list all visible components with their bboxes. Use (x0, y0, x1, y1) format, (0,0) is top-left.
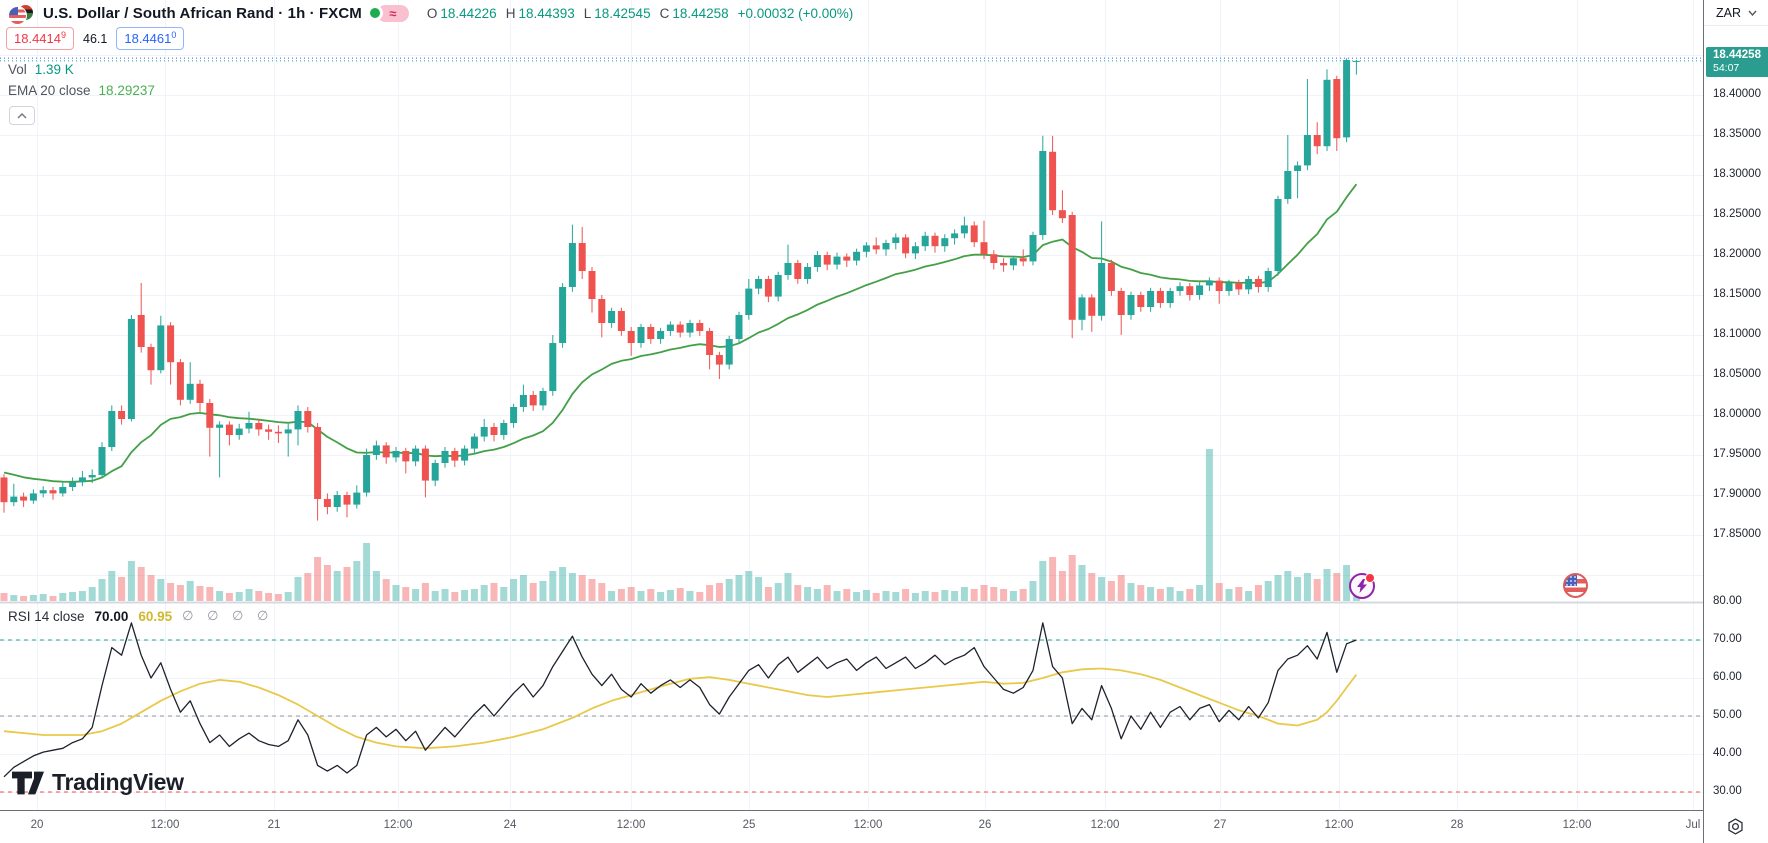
time-axis-label: 12:00 (616, 819, 646, 831)
chevron-up-icon (17, 112, 27, 119)
rsi-axis-label: 40.00 (1713, 747, 1742, 759)
us-economic-event-icon[interactable] (1563, 573, 1588, 598)
time-axis-label: 27 (1213, 819, 1227, 831)
open-value: 18.44226 (440, 5, 497, 21)
price-axis-label: 18.30000 (1713, 168, 1761, 180)
time-axis-label: Jul (1685, 819, 1701, 831)
collapse-legend-button[interactable] (9, 106, 35, 125)
us-flag-icon (1565, 575, 1577, 586)
rsi-axis-label: 70.00 (1713, 633, 1742, 645)
ema-value: 18.29237 (98, 83, 155, 98)
market-status-badge[interactable]: ≈ (369, 4, 409, 22)
axis-settings-button[interactable] (1703, 810, 1768, 843)
time-axis-label: 20 (30, 819, 44, 831)
gear-icon (1728, 818, 1743, 835)
market-open-dot-icon (369, 8, 380, 18)
volume-value: 1.39 K (34, 62, 74, 77)
bar-countdown: 54:07 (1713, 62, 1740, 74)
open-label: O (426, 5, 438, 21)
rsi-empty-values: ∅ ∅ ∅ ∅ (182, 608, 274, 623)
volume-label: Vol (8, 62, 27, 77)
time-axis-label: 24 (503, 819, 517, 831)
time-axis-label: 28 (1450, 819, 1464, 831)
currency-label: ZAR (1716, 5, 1741, 20)
symbol-header: U.S. Dollar / South African Rand · 1h · … (8, 2, 853, 25)
price-axis-label: 18.15000 (1713, 288, 1761, 300)
high-label: H (505, 5, 516, 21)
symbol-title[interactable]: U.S. Dollar / South African Rand · 1h · … (43, 4, 362, 22)
low-value: 18.42545 (594, 5, 651, 21)
change-value: +0.00032 (+0.00%) (737, 5, 854, 21)
price-axis-label: 18.05000 (1713, 368, 1761, 380)
delayed-data-icon: ≈ (376, 4, 409, 22)
ohlc-readout: O 18.44226 H 18.44393 L 18.42545 C 18.44… (427, 6, 853, 21)
close-value: 18.44258 (672, 5, 729, 21)
rsi-axis-label: 30.00 (1713, 785, 1742, 797)
price-axis[interactable]: ZAR 18.4500018.4000018.3500018.3000018.2… (1703, 0, 1768, 843)
price-axis-label: 18.40000 (1713, 88, 1761, 100)
price-axis-label: 18.00000 (1713, 408, 1761, 420)
price-axis-label: 17.85000 (1713, 528, 1761, 540)
time-axis-label: 21 (267, 819, 281, 831)
volume-legend[interactable]: Vol 1.39 K (8, 62, 74, 77)
time-axis-label: 12:00 (150, 819, 180, 831)
economic-event-icon[interactable] (1349, 573, 1375, 599)
price-axis-label: 18.25000 (1713, 208, 1761, 220)
rsi-label: RSI 14 close (8, 608, 85, 624)
ema-legend[interactable]: EMA 20 close 18.29237 (8, 83, 155, 98)
buy-price-sup: 0 (171, 30, 177, 40)
lightning-icon (1357, 579, 1367, 593)
time-axis-label: 12:00 (1562, 819, 1592, 831)
time-axis-label: 25 (742, 819, 756, 831)
currency-selector[interactable]: ZAR (1704, 0, 1768, 26)
price-axis-label: 17.90000 (1713, 488, 1761, 500)
rsi-ma-value: 60.95 (138, 608, 173, 624)
spread-value: 46.1 (83, 31, 108, 46)
price-axis-label: 18.35000 (1713, 128, 1761, 140)
symbol-pair-flags-icon (8, 4, 35, 25)
sell-button[interactable]: 18.4414 9 (6, 27, 75, 50)
last-price-badge: 18.44258 54:07 (1706, 47, 1768, 77)
time-axis-label: 12:00 (1090, 819, 1120, 831)
rsi-legend[interactable]: RSI 14 close 70.00 60.95 ∅ ∅ ∅ ∅ (8, 608, 273, 624)
rsi-axis-label: 80.00 (1713, 595, 1742, 607)
high-value: 18.44393 (518, 5, 575, 21)
price-axis-label: 18.10000 (1713, 328, 1761, 340)
price-axis-label: 17.95000 (1713, 448, 1761, 460)
event-notification-dot (1365, 573, 1375, 583)
tradingview-logo-text: TradingView (52, 769, 184, 795)
time-axis-label: 26 (978, 819, 992, 831)
tradingview-logo-icon (12, 771, 44, 794)
buy-price: 18.4461 (124, 31, 172, 46)
close-label: C (659, 5, 670, 21)
tradingview-watermark[interactable]: TradingView (12, 769, 184, 796)
time-axis[interactable]: 20 12:00 21 12:00 24 12:00 25 12:00 26 12:00 27 12:… (0, 810, 1768, 843)
rsi-axis-label: 60.00 (1713, 671, 1742, 683)
time-axis-label: 12:00 (853, 819, 883, 831)
time-axis-label: 12:00 (383, 819, 413, 831)
chart-plot-area[interactable] (0, 0, 1703, 810)
chevron-down-icon (1748, 10, 1757, 16)
low-label: L (583, 5, 592, 21)
sell-price: 18.4414 (14, 31, 61, 46)
buy-button[interactable]: 18.4461 0 (116, 27, 185, 50)
time-axis-label: 12:00 (1324, 819, 1354, 831)
sell-price-sup: 9 (61, 30, 67, 40)
price-axis-label: 18.20000 (1713, 248, 1761, 260)
trade-panel: 18.4414 9 46.1 18.4461 0 (6, 27, 185, 50)
rsi-axis-label: 50.00 (1713, 709, 1742, 721)
ema-label: EMA 20 close (8, 83, 91, 98)
last-price-value: 18.44258 (1713, 49, 1761, 61)
rsi-value: 70.00 (94, 608, 129, 624)
